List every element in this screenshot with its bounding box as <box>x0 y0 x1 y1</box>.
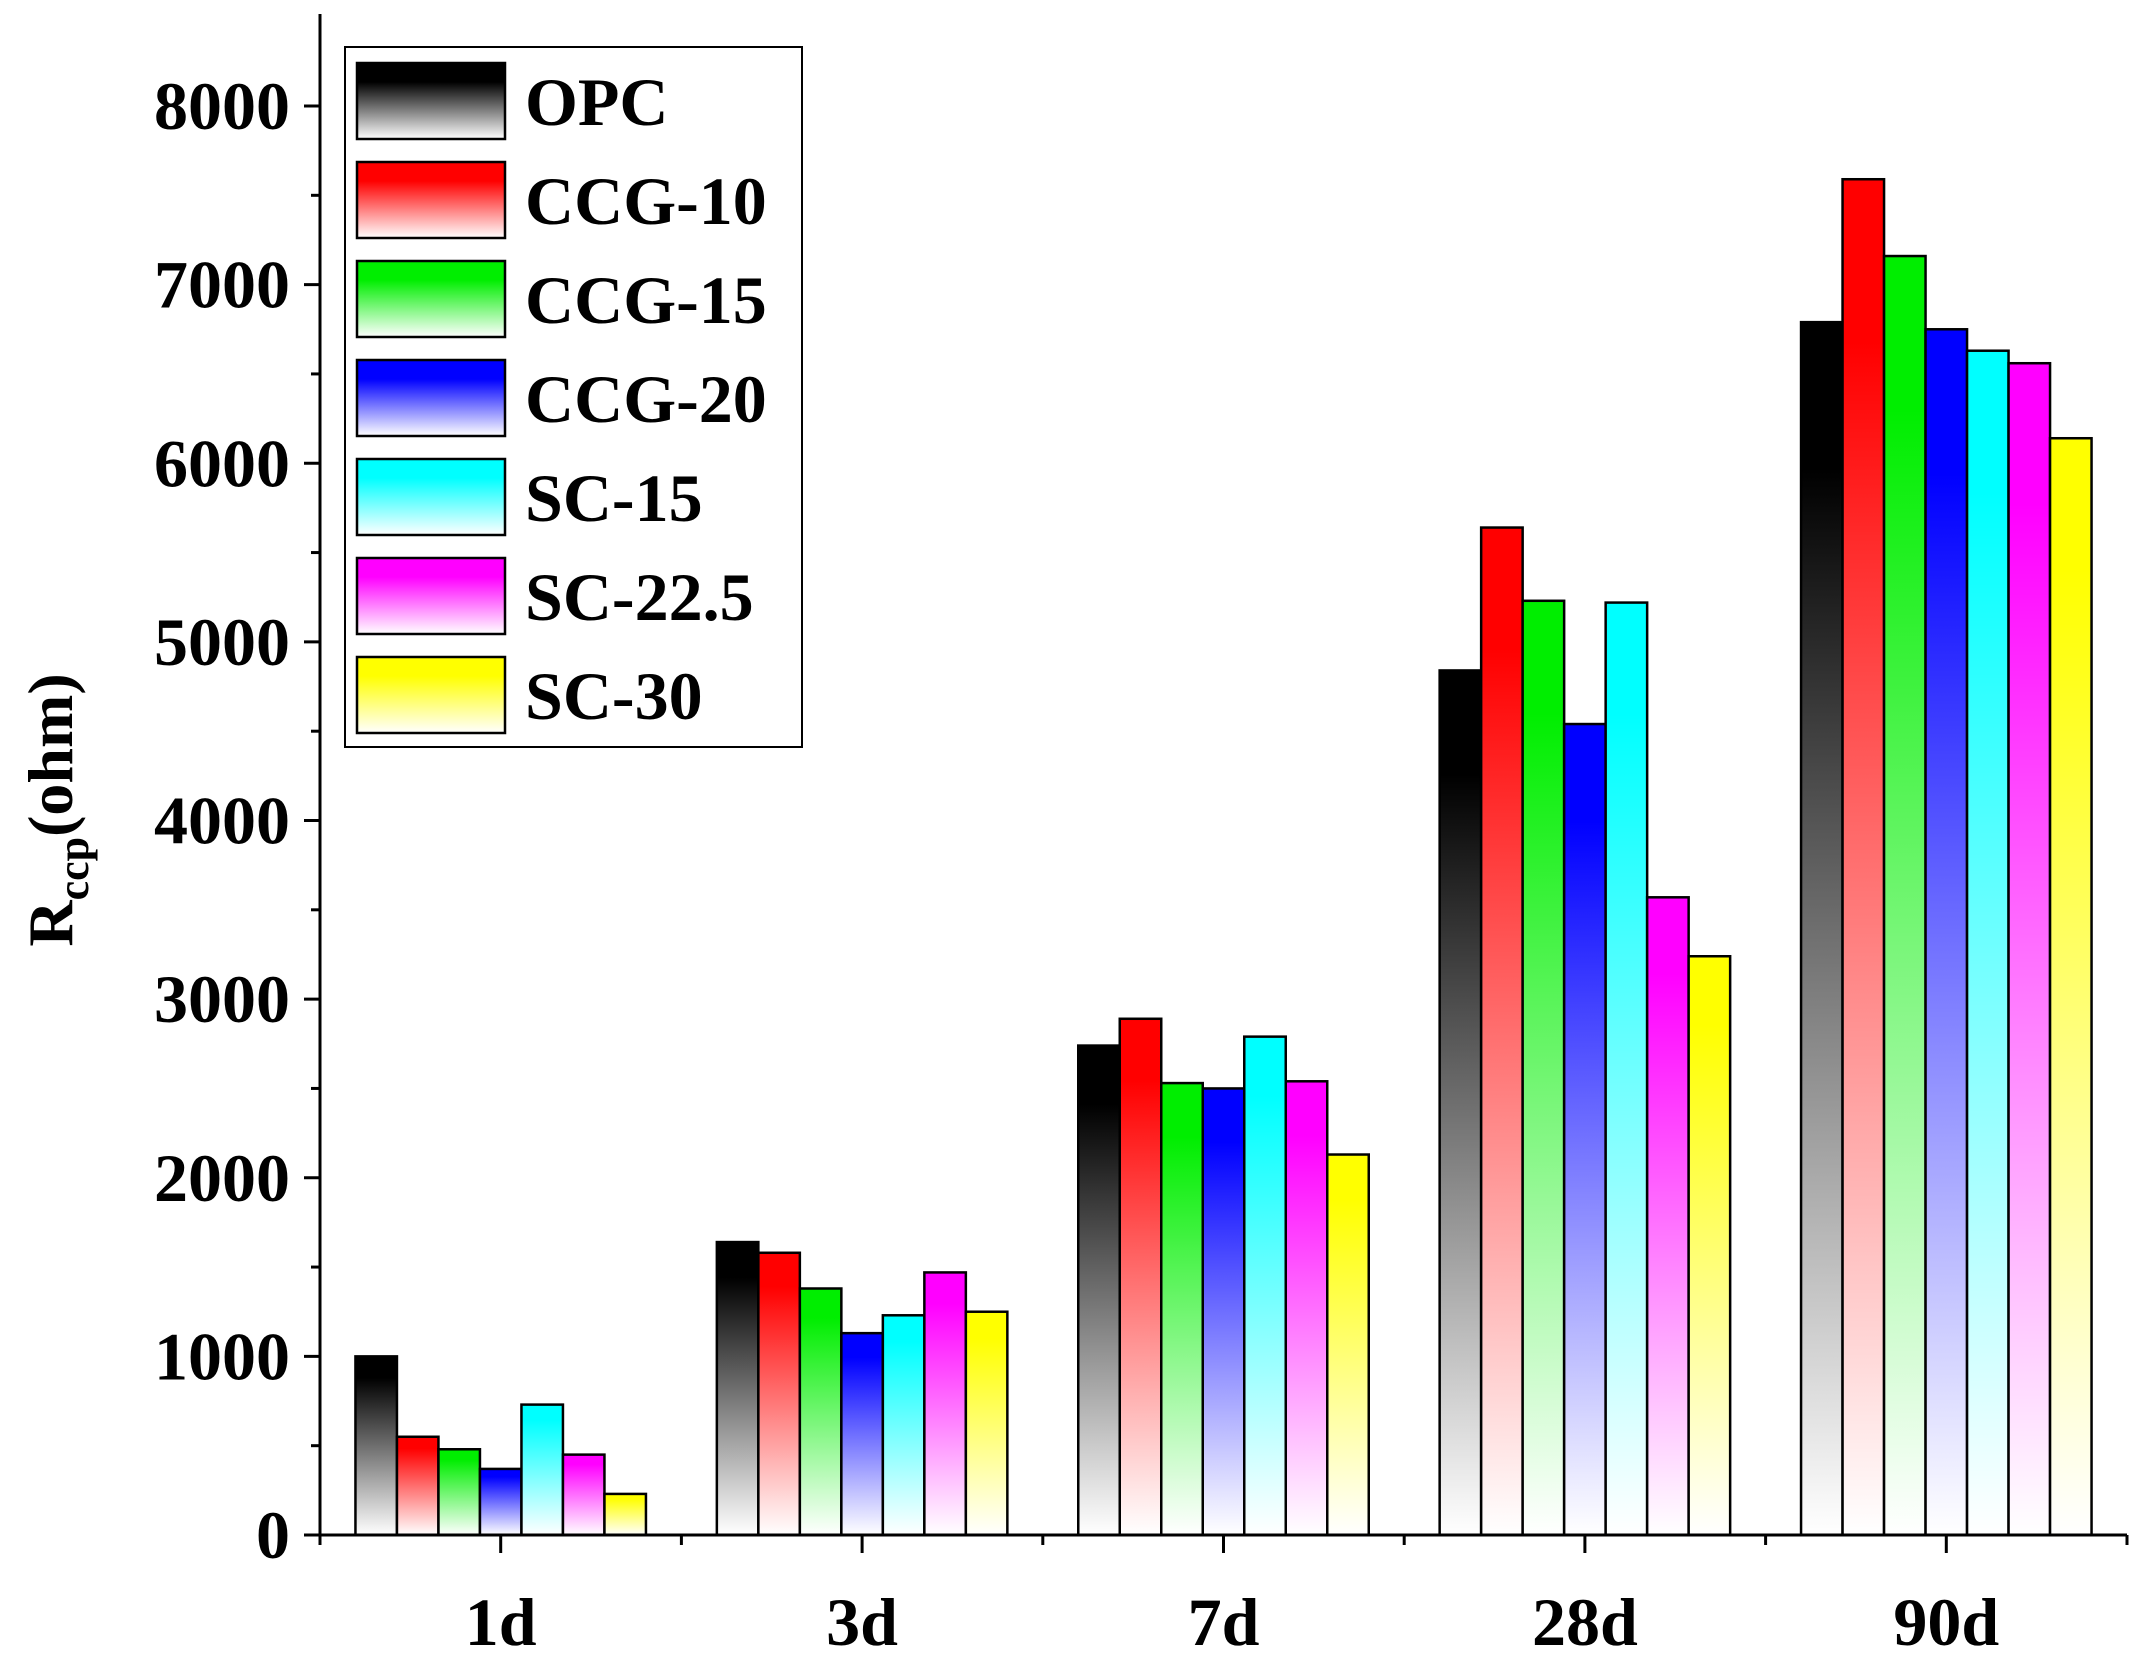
bar-opc-7d <box>1077 1044 1121 1537</box>
bar-ccg-20-3d <box>840 1331 885 1537</box>
bar-ccg-10-28d <box>1479 526 1524 1537</box>
legend-label-ccg-20: CCG-20 <box>525 361 767 437</box>
bar-ccg-10-3d <box>757 1251 802 1537</box>
y-tick-label-4000: 4000 <box>154 783 290 859</box>
bar-ccg-20-28d <box>1562 722 1607 1537</box>
bar-ccg-15-1d <box>437 1448 482 1537</box>
bars-layer <box>354 177 2093 1537</box>
bar-sc-15-28d <box>1604 601 1649 1537</box>
bar-opc-90d <box>1799 320 1844 1537</box>
x-tick-label-28d: 28d <box>1532 1584 1638 1659</box>
y-tick-label-8000: 8000 <box>154 68 290 144</box>
bar-ccg-15-7d <box>1160 1081 1204 1537</box>
bar-ccg-20-7d <box>1201 1087 1246 1537</box>
bar-ccg-15-90d <box>1882 254 1927 1537</box>
y-axis-title: Rccp(ohm) <box>15 673 98 946</box>
bar-ccg-10-90d <box>1841 177 1886 1537</box>
bar-sc-225-7d <box>1284 1080 1329 1537</box>
bar-opc-3d <box>715 1240 760 1537</box>
bar-sc-30-90d <box>2048 436 2093 1537</box>
legend-swatch-sc-225 <box>355 556 507 636</box>
legend-swatch-ccg-15 <box>355 259 507 339</box>
x-tick-label-7d: 7d <box>1188 1584 1260 1659</box>
y-tick-label-6000: 6000 <box>154 425 290 501</box>
x-tick-label-1d: 1d <box>465 1584 537 1659</box>
legend-swatch-opc <box>355 61 507 141</box>
bar-ccg-15-28d <box>1521 599 1566 1537</box>
bar-sc-15-7d <box>1243 1035 1287 1537</box>
y-tick-label-7000: 7000 <box>154 247 290 323</box>
bar-sc-30-28d <box>1687 955 1732 1537</box>
y-tick-label-5000: 5000 <box>154 604 290 680</box>
legend-swatch-sc-30 <box>355 655 507 735</box>
x-tick-label-3d: 3d <box>826 1584 898 1659</box>
bar-ccg-15-3d <box>798 1287 843 1537</box>
axes-layer: 0 1000 2000 3000 4000 5000 6000 7000 8000 1d 3d 7d 2… <box>154 14 2129 1659</box>
legend-swatch-sc-15 <box>355 457 507 537</box>
y-tick-label-1000: 1000 <box>154 1318 290 1394</box>
bar-sc-225-3d <box>923 1271 968 1537</box>
y-axis-title-subscript: ccp <box>49 837 98 901</box>
bar-ccg-20-1d <box>478 1467 523 1537</box>
bar-opc-1d <box>354 1355 399 1537</box>
y-tick-label-2000: 2000 <box>154 1140 290 1216</box>
y-tick-label-0: 0 <box>256 1497 290 1573</box>
y-tick-label-3000: 3000 <box>154 961 290 1037</box>
y-axis-title-suffix: (ohm) <box>15 673 86 837</box>
bar-ccg-10-7d <box>1118 1017 1163 1537</box>
bar-sc-30-3d <box>964 1310 1009 1537</box>
legend-label-opc: OPC <box>525 64 669 140</box>
y-axis-title-main: R <box>15 900 86 947</box>
legend-label-ccg-10: CCG-10 <box>525 163 767 239</box>
bar-sc-15-90d <box>1965 349 2010 1537</box>
legend-swatch-ccg-10 <box>355 160 507 240</box>
legend-label-sc-15: SC-15 <box>525 460 703 536</box>
bar-sc-225-90d <box>2007 361 2052 1537</box>
x-tick-label-90d: 90d <box>1893 1584 1999 1659</box>
legend-label-ccg-15: CCG-15 <box>525 262 767 338</box>
bar-sc-225-28d <box>1645 896 1690 1537</box>
legend-swatch-ccg-20 <box>355 358 507 438</box>
legend: OPC CCG-10 CCG-15 CCG-20 SC-15 SC-22.5 SC-30 <box>344 46 803 748</box>
bar-ccg-10-1d <box>395 1435 440 1537</box>
bar-ccg-20-90d <box>1924 328 1969 1537</box>
legend-label-sc-30: SC-30 <box>525 658 703 734</box>
bar-sc-30-7d <box>1326 1153 1370 1537</box>
bar-sc-15-3d <box>881 1314 926 1537</box>
bar-sc-15-1d <box>520 1403 565 1537</box>
legend-label-sc-225: SC-22.5 <box>525 559 754 635</box>
bar-sc-225-1d <box>561 1453 606 1537</box>
bar-sc-30-1d <box>603 1492 648 1537</box>
bar-opc-28d <box>1438 669 1483 1537</box>
